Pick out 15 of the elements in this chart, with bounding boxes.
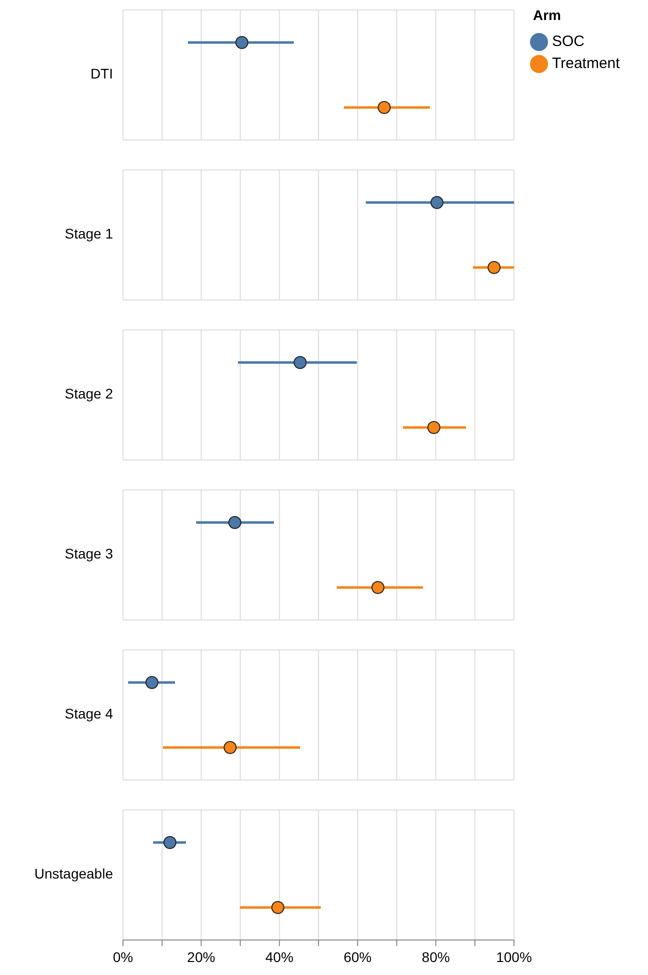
legend-label: SOC: [552, 32, 585, 50]
x-tick-label: 80%: [422, 949, 450, 965]
x-tick-label: 20%: [187, 949, 216, 965]
y-tick-label: Stage 3: [64, 546, 114, 562]
y-tick-label: Unstageable: [34, 866, 114, 882]
x-tick-label: 40%: [265, 949, 294, 965]
y-tick-label: Stage 1: [64, 226, 114, 242]
y-tick-label: DTI: [90, 66, 113, 82]
legend-title: Arm: [533, 7, 562, 23]
legend-label: Treatment: [552, 54, 621, 72]
x-tick-label: 0%: [112, 949, 134, 965]
y-tick-label: Stage 2: [64, 386, 114, 402]
y-tick-label: Stage 4: [64, 706, 114, 722]
x-tick-label: 60%: [344, 949, 372, 965]
x-tick-label: 100%: [496, 949, 532, 965]
